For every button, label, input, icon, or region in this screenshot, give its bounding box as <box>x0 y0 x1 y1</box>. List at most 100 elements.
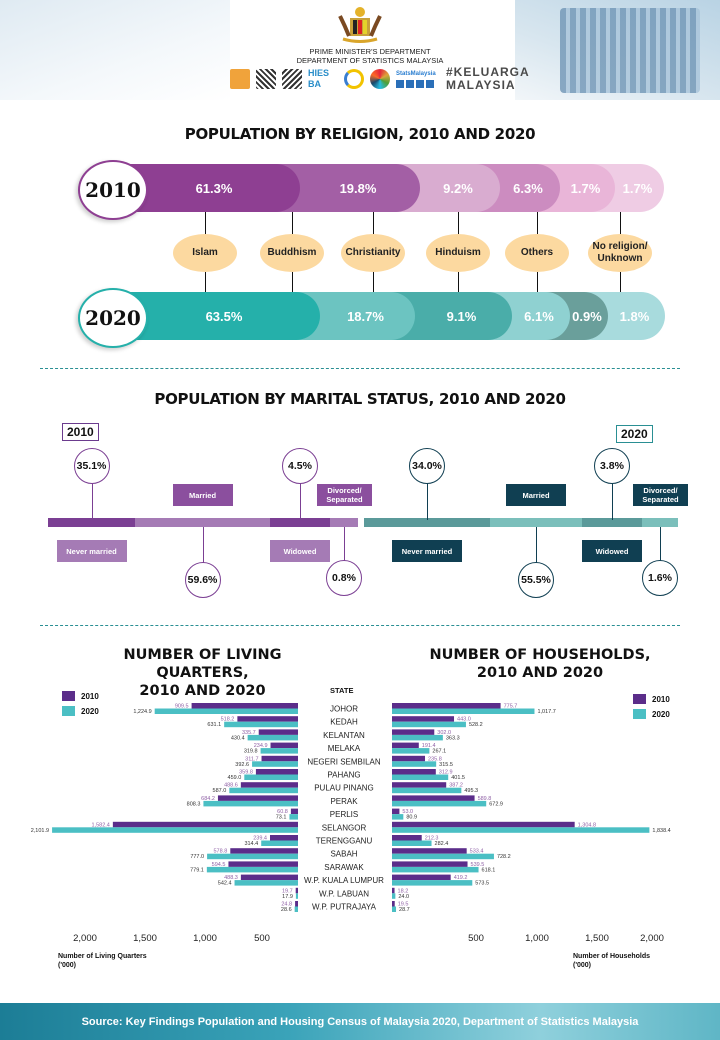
data-label: 618.1 <box>482 867 496 873</box>
data-label: 578.8 <box>214 849 228 855</box>
living-quarters-bar-2020 <box>252 761 298 767</box>
data-label: 1,582.4 <box>91 822 109 828</box>
state-label: PERLIS <box>330 810 358 819</box>
connector-line <box>91 480 93 520</box>
connector-line <box>344 527 345 563</box>
qr-code-icon[interactable] <box>256 69 276 89</box>
state-label: JOHOR <box>330 705 358 714</box>
data-label: 443.0 <box>457 717 471 723</box>
facebook-icon[interactable] <box>396 80 404 88</box>
state-label: PULAU PINANG <box>314 784 374 793</box>
legend-swatch <box>633 709 646 719</box>
households-bar-2020 <box>392 761 437 767</box>
married-label: Married <box>506 484 566 506</box>
state-label: SELANGOR <box>322 823 367 832</box>
households-bar-2010 <box>392 716 455 722</box>
living-quarters-bar-2020 <box>244 774 298 780</box>
households-bar-2010 <box>392 835 422 841</box>
state-label: TERENGGANU <box>316 837 373 846</box>
data-label: 302.0 <box>437 730 451 736</box>
connector-line <box>292 272 293 292</box>
households-bar-2010 <box>392 755 426 762</box>
youtube-icon[interactable] <box>416 80 424 88</box>
religion-label: Christianity <box>341 234 405 272</box>
living-quarters-bar-2020 <box>261 840 298 846</box>
data-label: 401.5 <box>451 775 465 781</box>
data-label: 779.1 <box>190 867 204 873</box>
connector-line <box>660 527 661 563</box>
data-label: 573.5 <box>475 881 489 887</box>
religion-label: No religion/ Unknown <box>588 234 652 272</box>
data-label: 363.3 <box>446 735 460 741</box>
living-quarters-bar-2020 <box>206 866 298 873</box>
section-divider <box>40 368 680 369</box>
religion-label: Buddhism <box>260 234 324 272</box>
households-axis-title: Number of Households ('000) <box>573 953 651 969</box>
timeline-segment <box>642 518 678 527</box>
state-label: KELANTAN <box>323 731 365 740</box>
data-label: 589.8 <box>478 796 492 802</box>
data-label: 282.4 <box>435 841 449 847</box>
state-label: SARAWAK <box>324 863 364 872</box>
households-bar-2020 <box>392 866 479 873</box>
households-bar-2020 <box>392 748 430 754</box>
widowed-label: Widowed <box>582 540 642 562</box>
living-quarters-bar-2020 <box>294 906 298 912</box>
data-label: 335.7 <box>242 730 256 736</box>
footer-source: Source: Key Findings Population and Hous… <box>0 1003 720 1040</box>
state-label: W.P. PUTRAJAYA <box>312 903 377 912</box>
households-bar-2020 <box>392 893 396 899</box>
households-bar-2020 <box>392 827 650 833</box>
percent-circle: 4.5% <box>282 448 318 484</box>
households-bar-2010 <box>392 795 475 801</box>
data-label: 311.7 <box>245 756 258 762</box>
connector-line <box>612 480 613 520</box>
living-quarters-bar-2010 <box>295 887 298 894</box>
timeline-segment <box>490 518 582 527</box>
state-label: W.P. KUALA LUMPUR <box>304 876 384 885</box>
data-label: 495.3 <box>464 788 478 794</box>
connector-line <box>537 272 538 292</box>
living-quarters-bar-2020 <box>229 787 298 794</box>
living-quarters-bar-2010 <box>228 861 298 867</box>
data-label: 24.8 <box>281 902 292 908</box>
connector-line <box>620 212 621 234</box>
living-quarters-bar-2010 <box>217 795 298 801</box>
year-circle-2020: 2020 <box>78 288 148 348</box>
hiesba-logo: HIES BA <box>308 68 330 89</box>
connector-line <box>300 480 301 520</box>
qr-code-icon[interactable] <box>282 69 302 89</box>
instagram-icon[interactable] <box>406 80 414 88</box>
twitter-icon[interactable] <box>426 80 434 88</box>
state-label: PAHANG <box>327 771 360 780</box>
connector-line <box>373 212 374 234</box>
data-label: 777.0 <box>190 854 204 860</box>
living-quarters-axis-title: Number of Living Quarters ('000) <box>58 953 147 969</box>
households-bar-2010 <box>392 782 447 788</box>
timeline-segment <box>270 518 330 527</box>
legend-2010: 2010 <box>62 691 99 701</box>
data-label: 235.8 <box>428 756 442 762</box>
households-bar-2010 <box>392 874 451 881</box>
data-label: 234.9 <box>254 743 268 749</box>
header-decoration-left <box>0 0 230 100</box>
year-circle-2010: 2010 <box>78 160 148 220</box>
data-label: 80.9 <box>406 815 417 821</box>
sdg-logo <box>370 69 390 89</box>
households-bar-2020 <box>392 840 432 846</box>
data-label: 60.8 <box>277 809 288 815</box>
living-quarters-title: NUMBER OF LIVING QUARTERS, 2010 AND 2020 <box>123 647 282 699</box>
percent-circle: 1.6% <box>642 560 678 596</box>
data-label: 1,224.9 <box>133 709 151 715</box>
data-label: 18.2 <box>398 888 409 894</box>
data-label: 53.0 <box>402 809 413 815</box>
timeline-segment <box>364 518 490 527</box>
households-bar-2020 <box>392 734 443 741</box>
data-label: 528.2 <box>469 722 483 728</box>
logo-row: HIES BA StatsMalaysia #KELUARGA MALAYSIA <box>230 66 530 92</box>
data-label: 191.4 <box>422 743 436 749</box>
connector-line <box>620 272 621 292</box>
living-quarters-bar-2010 <box>290 808 298 815</box>
data-label: 587.0 <box>213 788 227 794</box>
data-label: 24.0 <box>398 894 409 900</box>
